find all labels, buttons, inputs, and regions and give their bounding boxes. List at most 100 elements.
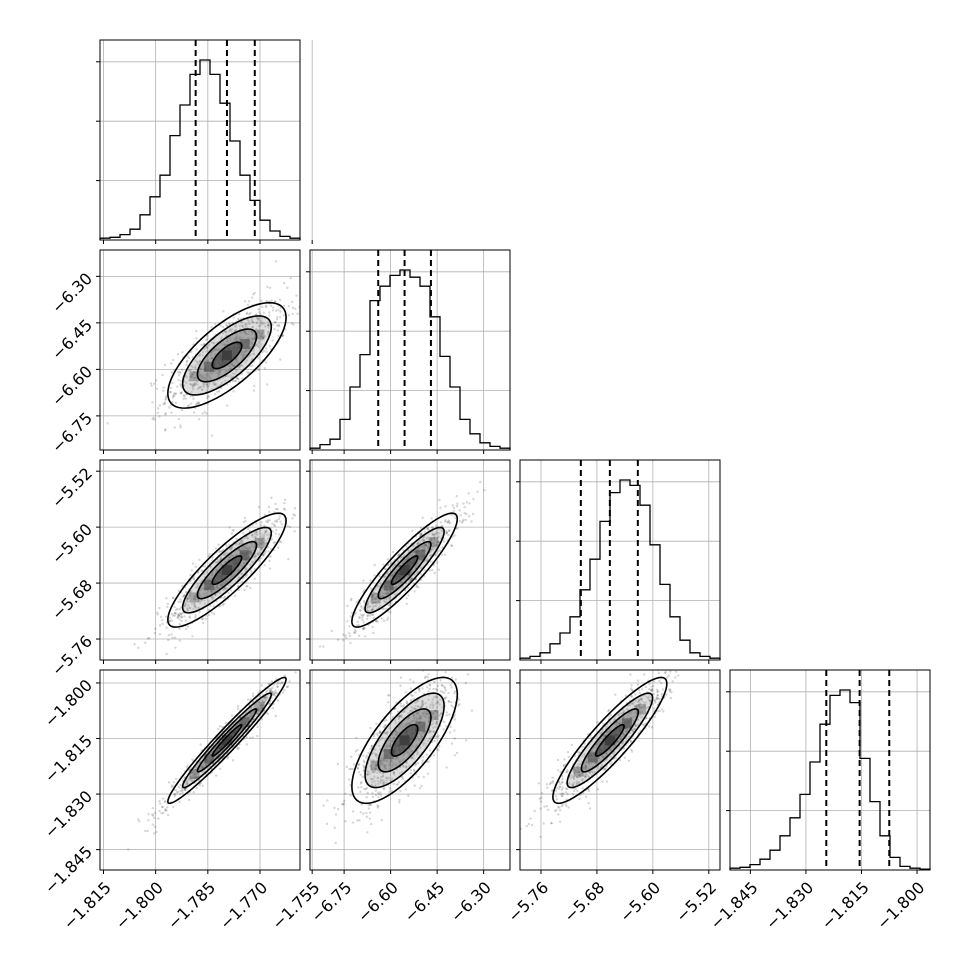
sample-point	[362, 812, 365, 815]
sample-point	[418, 732, 422, 736]
sample-point	[357, 623, 360, 627]
sample-point	[262, 322, 266, 325]
sample-point	[419, 573, 423, 576]
sample-point	[431, 541, 434, 545]
sample-point	[410, 576, 414, 580]
sample-point	[194, 381, 197, 385]
sample-point	[175, 612, 178, 615]
sample-point	[202, 382, 205, 386]
sample-point	[229, 576, 232, 580]
density-block	[254, 329, 265, 340]
sample-point	[244, 353, 247, 356]
sample-point	[238, 542, 241, 546]
sample-point	[425, 714, 428, 718]
sample-point	[258, 311, 261, 314]
sample-point	[365, 754, 369, 757]
sample-point	[146, 637, 150, 640]
sample-point	[237, 317, 240, 320]
sample-point	[383, 575, 386, 578]
sample-point	[214, 383, 218, 386]
sample-point	[420, 545, 424, 549]
sample-point	[434, 735, 438, 739]
sample-point	[276, 329, 279, 332]
sample-point	[291, 300, 294, 304]
sample-point	[173, 794, 177, 797]
sample-point	[361, 614, 364, 617]
sample-point	[386, 616, 390, 620]
sample-point	[189, 777, 193, 780]
sample-point	[250, 318, 254, 321]
sample-point	[260, 339, 263, 342]
sample-point	[176, 385, 179, 388]
sample-point	[245, 736, 249, 739]
sample-point	[422, 775, 426, 779]
sample-point	[265, 696, 268, 699]
sample-point	[376, 620, 379, 623]
sample-point	[393, 592, 396, 595]
sample-point	[435, 720, 438, 724]
sample-point	[260, 547, 263, 550]
sample-point	[371, 593, 374, 596]
sample-point	[605, 780, 609, 783]
sample-point	[467, 492, 470, 495]
sample-point	[250, 570, 253, 573]
sample-point	[207, 384, 210, 388]
sample-point	[421, 536, 424, 540]
sample-point	[161, 622, 164, 626]
sample-point	[396, 560, 400, 563]
sample-point	[255, 530, 258, 534]
sample-point	[206, 386, 209, 389]
sample-point	[274, 532, 277, 535]
sample-point	[256, 711, 259, 715]
sample-point	[262, 335, 265, 339]
sample-point	[418, 540, 421, 544]
sample-point	[261, 322, 265, 325]
sample-point	[439, 521, 442, 524]
sample-point	[133, 643, 136, 646]
sample-point	[382, 595, 385, 598]
sample-point	[164, 395, 168, 399]
sample-point	[191, 758, 194, 761]
sample-point	[171, 636, 174, 639]
sample-point	[344, 634, 347, 637]
sample-point	[427, 546, 430, 550]
sample-point	[151, 806, 155, 810]
sample-point	[187, 777, 190, 780]
sample-point	[364, 787, 368, 791]
sample-point	[445, 531, 448, 535]
sample-point	[260, 557, 263, 560]
sample-point	[249, 715, 252, 718]
sample-point	[184, 397, 188, 400]
sample-point	[454, 657, 456, 659]
sample-point	[194, 595, 197, 598]
sample-point	[150, 384, 153, 387]
sample-point	[188, 595, 191, 598]
sample-point	[188, 616, 192, 619]
sample-point	[231, 363, 234, 367]
sample-point	[190, 373, 193, 376]
sample-point	[436, 747, 439, 751]
sample-point	[208, 377, 212, 380]
sample-point	[421, 544, 424, 548]
sample-point	[230, 714, 234, 717]
sample-point	[416, 570, 419, 574]
sample-point	[267, 688, 271, 691]
sample-point	[165, 809, 168, 812]
sample-point	[215, 585, 219, 589]
sample-point	[224, 560, 227, 564]
sample-point	[363, 601, 366, 604]
sample-point	[419, 526, 423, 530]
sample-point	[263, 563, 266, 567]
sample-point	[165, 626, 168, 630]
sample-point	[225, 579, 228, 583]
sample-point	[431, 526, 434, 529]
sample-point	[174, 788, 178, 792]
sample-point	[198, 360, 202, 363]
sample-point	[162, 811, 165, 815]
sample-point	[193, 594, 196, 597]
sample-point	[385, 598, 389, 601]
sample-point	[231, 379, 235, 382]
sample-point	[187, 356, 191, 360]
sample-point	[236, 705, 240, 708]
sample-point	[420, 533, 423, 536]
